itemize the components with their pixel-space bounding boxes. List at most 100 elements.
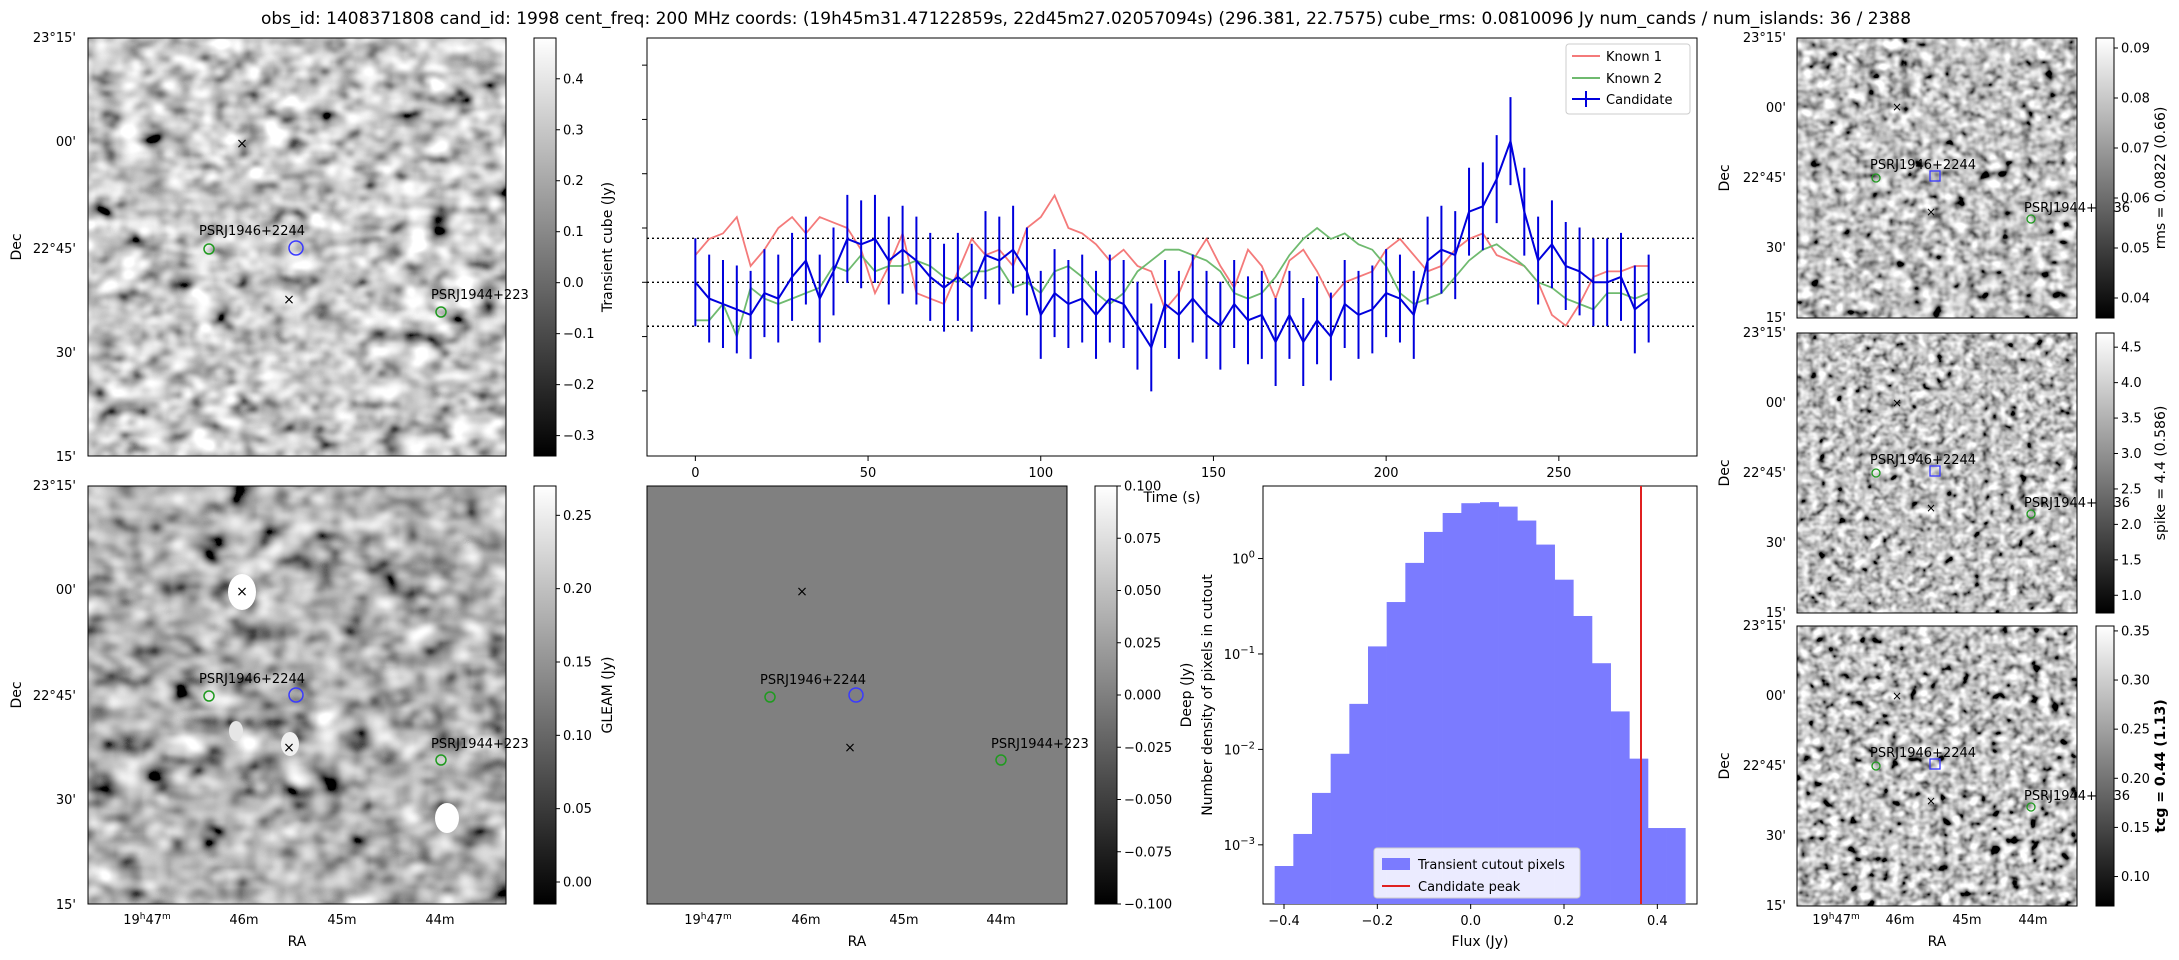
candidate-box-marker <box>1929 758 1941 770</box>
histogram-bar <box>1554 579 1574 904</box>
x-tick-label: 250 <box>1546 466 1571 481</box>
histogram-bar <box>1461 503 1481 904</box>
gleam-colorbar <box>533 485 557 905</box>
rms-colorbar-ticks: 0.09 0.08 0.07 0.06 0.05 0.04 <box>2114 42 2150 307</box>
candidate-circle-marker <box>288 687 304 703</box>
psr1-circle-marker <box>764 691 776 703</box>
green-x-marker: × <box>1892 100 1902 114</box>
cbar-tick-label: 0.04 <box>2121 292 2150 307</box>
cbar-tick-label: 0.025 <box>1124 636 1161 651</box>
psr2-circle-marker <box>2026 509 2036 519</box>
cbar-tick-label: 1.0 <box>2121 589 2142 604</box>
histogram-bar <box>1592 663 1611 904</box>
histogram-bar <box>1498 506 1518 904</box>
transient-markers: × PSRJ1946+2244 × PSRJ1944+223 <box>199 136 529 318</box>
gleam-bright-source <box>281 732 299 756</box>
cbar-tick-label: 0.25 <box>2121 723 2150 738</box>
psr1-label: PSRJ1946+2244 <box>199 224 305 239</box>
cbar-tick-label: 0.09 <box>2121 42 2150 57</box>
lightcurve-axes <box>646 37 1698 457</box>
psr2-label: PSRJ1944+223 <box>431 288 529 303</box>
psr1-circle-marker <box>1871 468 1881 478</box>
dec-tick: 23°15' <box>1743 31 1786 46</box>
deep-colorbar <box>1094 485 1118 905</box>
x-tick-label: 50 <box>860 466 877 481</box>
cbar-tick-label: 2.0 <box>2121 518 2142 533</box>
x-tick-label: 0.4 <box>1647 914 1668 929</box>
green-x-marker: × <box>1892 396 1902 410</box>
lightcurve-series <box>694 97 1650 392</box>
dec-tick: 00' <box>1766 689 1786 704</box>
gleam-markers: × PSRJ1946+2244 × PSRJ1944+223 <box>199 584 529 766</box>
psr2-circle-marker <box>435 306 447 318</box>
histogram-xlabel: Flux (Jy) <box>1452 934 1509 950</box>
candidate-box-marker <box>1929 465 1941 477</box>
psr1-label: PSRJ1946+2244 <box>199 672 305 687</box>
cbar-tick-label: 3.5 <box>2121 412 2142 427</box>
histogram-bar <box>1610 711 1630 904</box>
legend-known2: Known 2 <box>1606 72 1662 87</box>
spike-colorbar-ticks: 4.5 4.0 3.5 3.0 2.5 2.0 1.5 1.0 <box>2114 341 2142 604</box>
x-tick-label: 150 <box>1201 466 1226 481</box>
tcg-colorbar-ticks: 0.35 0.30 0.25 0.20 0.15 0.10 <box>2114 624 2150 885</box>
y-tick-label: 10−1 <box>1224 645 1255 663</box>
dec-tick: 30' <box>56 346 76 361</box>
dec-tick: 22°45' <box>1743 466 1786 481</box>
dec-tick: 30' <box>1766 536 1786 551</box>
dec-tick: 22°45' <box>33 242 76 257</box>
psr2-circle-marker <box>995 754 1007 766</box>
transient-colorbar-ticks: 0.4 0.3 0.2 0.1 0.0 −0.1 −0.2 −0.3 <box>556 72 595 444</box>
cbar-tick-label: 0.10 <box>2121 870 2150 885</box>
cbar-tick-label: 0.30 <box>2121 674 2150 689</box>
histogram-bar <box>1405 562 1425 904</box>
dec-tick: 23°15' <box>1743 326 1786 341</box>
transient-colorbar <box>533 37 557 457</box>
red-x-marker: × <box>283 292 295 308</box>
spike-panel: × PSRJ1946+2244 × PSRJ1944+2236 23°15' 0… <box>1717 326 2169 621</box>
dec-tick: 30' <box>1766 829 1786 844</box>
x-tick-label: −0.4 <box>1268 914 1300 929</box>
dec-axis-label: Dec <box>9 681 25 708</box>
histogram-bar <box>1480 502 1499 904</box>
tcg-panel: × PSRJ1946+2244 × PSRJ1944+2236 23°15' 0… <box>1717 619 2169 950</box>
candidate-circle-marker <box>848 687 864 703</box>
rms-image <box>1797 38 2077 318</box>
cbar-tick-label: 3.0 <box>2121 447 2142 462</box>
deep-image <box>646 485 1068 905</box>
histogram-bar <box>1536 544 1555 904</box>
psr2-circle-marker <box>435 754 447 766</box>
histogram-bar <box>1274 866 1294 904</box>
gleam-bright-source <box>228 574 256 610</box>
cbar-tick-label: 0.3 <box>563 123 584 138</box>
cbar-tick-label: −0.025 <box>1124 741 1172 756</box>
red-x-marker: × <box>1926 501 1936 515</box>
cbar-tick-label: 0.4 <box>563 72 584 87</box>
gleam-bright-source <box>229 721 243 741</box>
gleam-image <box>88 486 506 904</box>
psr2-label: PSRJ1944+223 <box>431 737 529 752</box>
ra-tick: 44m <box>2018 913 2047 928</box>
cbar-tick-label: 0.2 <box>563 174 584 189</box>
dec-tick: 22°45' <box>33 689 76 704</box>
figure-title: obs_id: 1408371808 cand_id: 1998 cent_fr… <box>261 9 1911 29</box>
histogram-ylabel: Number density of pixels in cutout <box>1200 574 1216 816</box>
transient-panel: × PSRJ1946+2244 × PSRJ1944+223 23°15' 00… <box>9 31 616 465</box>
histogram-bar <box>1330 753 1350 904</box>
gleam-colorbar-ticks: 0.25 0.20 0.15 0.10 0.05 0.00 <box>556 509 592 891</box>
legend-transient-pixels: Transient cutout pixels <box>1417 858 1565 873</box>
spike-colorbar <box>2095 332 2115 614</box>
dec-tick: 00' <box>56 135 76 150</box>
histogram-bar <box>1442 512 1462 904</box>
histogram-bar <box>1517 520 1537 904</box>
green-x-marker: × <box>236 584 248 600</box>
psr2-circle-marker <box>2026 802 2036 812</box>
lightcurve-panel: 0 50 100 150 200 250 Time (s) Known 1 Known 2… <box>642 37 1698 506</box>
dec-axis-label: Dec <box>1717 459 1733 486</box>
cbar-tick-label: 0.20 <box>563 582 592 597</box>
dec-tick: 00' <box>1766 396 1786 411</box>
rms-dec-ticks: 23°15' 00' 22°45' 30' 15' <box>1743 31 1786 326</box>
deep-panel: × PSRJ1946+2244 × PSRJ1944+223 19h47m 46… <box>646 480 1195 950</box>
cbar-tick-label: 0.15 <box>563 656 592 671</box>
histogram-bar <box>1573 615 1593 904</box>
